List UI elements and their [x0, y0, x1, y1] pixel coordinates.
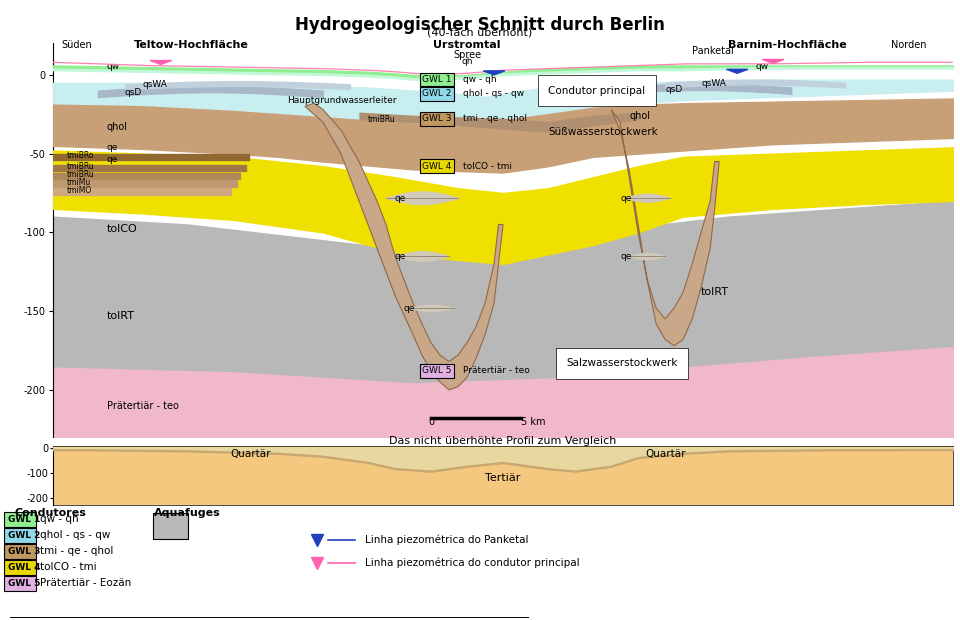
Text: Condutores: Condutores — [14, 508, 86, 518]
Text: Prätertiär - teo: Prätertiär - teo — [107, 401, 179, 411]
Text: qw - qh: qw - qh — [40, 514, 79, 524]
Polygon shape — [612, 110, 719, 346]
Text: GWL 1: GWL 1 — [422, 75, 451, 84]
FancyBboxPatch shape — [4, 576, 36, 591]
Text: tmi - qe - qhol: tmi - qe - qhol — [40, 546, 113, 556]
Text: tmiBRu: tmiBRu — [66, 162, 94, 171]
Text: qw: qw — [107, 61, 120, 71]
Text: tmiMu: tmiMu — [66, 178, 90, 187]
Text: GWL 3: GWL 3 — [8, 547, 40, 556]
Text: Linha piezométrica do condutor principal: Linha piezométrica do condutor principal — [365, 557, 580, 568]
Text: Hydrogeologischer Schnitt durch Berlin: Hydrogeologischer Schnitt durch Berlin — [295, 16, 665, 33]
FancyBboxPatch shape — [153, 513, 188, 539]
Text: GWL 5: GWL 5 — [422, 366, 451, 376]
Title: Das nicht überhöhte Profil zum Vergleich: Das nicht überhöhte Profil zum Vergleich — [390, 436, 616, 446]
Text: qhol - qs - qw: qhol - qs - qw — [40, 530, 110, 540]
Text: 5 km: 5 km — [521, 417, 545, 427]
Text: Aquafuges: Aquafuges — [154, 508, 221, 518]
Text: tmiBRu: tmiBRu — [368, 115, 396, 124]
Text: GWL 4: GWL 4 — [422, 162, 451, 170]
Text: GWL 2: GWL 2 — [8, 531, 40, 539]
Text: qw - qh: qw - qh — [463, 75, 496, 84]
FancyBboxPatch shape — [4, 544, 36, 559]
Text: qsWA: qsWA — [143, 81, 168, 89]
Text: qsD: qsD — [665, 85, 683, 94]
FancyBboxPatch shape — [4, 512, 36, 526]
Text: Norden: Norden — [891, 40, 926, 50]
Text: Quartär: Quartär — [230, 449, 271, 459]
Text: qsWA: qsWA — [701, 79, 726, 88]
Text: Süßwasserstockwerk: Süßwasserstockwerk — [548, 126, 658, 137]
Text: Prätertiär - teo: Prätertiär - teo — [463, 366, 529, 376]
Text: Urstromtal: Urstromtal — [433, 40, 501, 50]
Text: qh: qh — [461, 57, 472, 66]
Polygon shape — [727, 69, 748, 73]
Text: Prätertiär - Eozän: Prätertiär - Eozän — [40, 578, 132, 588]
Text: qe: qe — [620, 252, 632, 261]
Text: GWL 4: GWL 4 — [8, 563, 40, 572]
Text: tolCO - tmi: tolCO - tmi — [463, 162, 512, 170]
Text: GWL 2: GWL 2 — [422, 89, 451, 99]
Polygon shape — [150, 61, 172, 64]
Text: (40-fach überhöht): (40-fach überhöht) — [427, 27, 533, 37]
Text: tolRT: tolRT — [107, 311, 134, 321]
Text: Hauptgrundwasserleiter: Hauptgrundwasserleiter — [287, 96, 396, 105]
Text: qe: qe — [404, 304, 416, 313]
FancyBboxPatch shape — [4, 528, 36, 542]
Text: Condutor principal: Condutor principal — [548, 86, 645, 96]
Text: GWL 1: GWL 1 — [8, 515, 40, 523]
Text: qe: qe — [395, 194, 406, 203]
Text: tmiMO: tmiMO — [66, 186, 91, 195]
Text: qhol: qhol — [629, 111, 650, 121]
Text: Süden: Süden — [61, 40, 92, 50]
Text: Tertiär: Tertiär — [486, 472, 520, 482]
Polygon shape — [483, 71, 505, 75]
Text: qe: qe — [395, 252, 406, 261]
Text: qhol: qhol — [107, 122, 128, 132]
Text: tolCO - tmi: tolCO - tmi — [40, 562, 97, 572]
Polygon shape — [762, 60, 784, 63]
Text: qsD: qsD — [125, 89, 142, 97]
Text: tmiBRu: tmiBRu — [66, 170, 94, 179]
Text: Linha piezométrica do Panketal: Linha piezométrica do Panketal — [365, 534, 528, 545]
Text: GWL 3: GWL 3 — [422, 115, 451, 123]
Text: tmi - qe - qhol: tmi - qe - qhol — [463, 115, 526, 123]
Text: Teltow-Hochfläche: Teltow-Hochfläche — [133, 40, 249, 50]
Text: qe: qe — [107, 154, 118, 164]
Text: qe: qe — [107, 143, 118, 153]
Text: Quartär: Quartär — [645, 449, 685, 459]
Text: Spree: Spree — [453, 50, 481, 60]
Text: qw: qw — [756, 61, 768, 71]
Text: tmiBRo: tmiBRo — [66, 151, 94, 161]
Text: tolRT: tolRT — [701, 287, 730, 298]
Text: 0: 0 — [428, 417, 434, 427]
Text: qe: qe — [620, 194, 632, 203]
Text: Salzwasserstockwerk: Salzwasserstockwerk — [566, 358, 678, 368]
Polygon shape — [305, 104, 503, 390]
Text: Panketal: Panketal — [692, 46, 733, 56]
FancyBboxPatch shape — [4, 560, 36, 575]
Text: qhol - qs - qw: qhol - qs - qw — [463, 89, 523, 99]
Text: Barnim-Hochfläche: Barnim-Hochfläche — [729, 40, 847, 50]
Text: GWL 5: GWL 5 — [8, 579, 40, 588]
Text: tolCO: tolCO — [107, 224, 137, 234]
